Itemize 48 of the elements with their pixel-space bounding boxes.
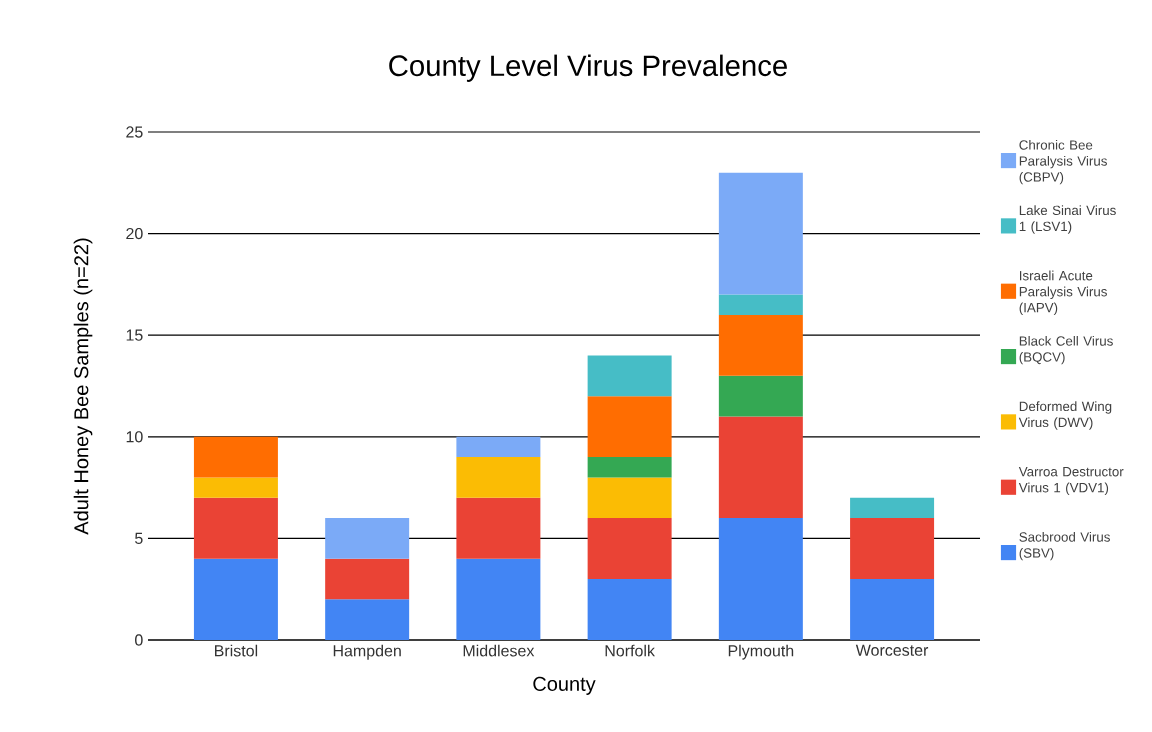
bar (850, 579, 935, 640)
bar (850, 497, 935, 519)
x-tick-label: Bristol (215, 644, 258, 657)
bar (718, 518, 803, 640)
y-tick-label: 5 (135, 532, 143, 544)
x-tick-label: Hampden (333, 644, 401, 660)
bar (587, 477, 672, 519)
bar (325, 518, 410, 559)
bar (587, 355, 672, 397)
legend-label: Sacbrood Virus (SBV) (1019, 531, 1110, 561)
bar (456, 436, 541, 458)
bar (718, 416, 803, 519)
bar (850, 518, 935, 580)
bar (456, 457, 541, 498)
legend-label: Deformed Wing Virus (DWV) (1018, 401, 1112, 430)
bar (718, 172, 803, 295)
x-tick-label: Worcester (855, 644, 929, 656)
y-tick-label: 25 (126, 126, 143, 138)
y-tick-label: 10 (126, 431, 143, 443)
bar (587, 457, 672, 478)
bar (193, 558, 278, 640)
y-tick-label: 0 (135, 634, 143, 646)
x-tick-label: Norfolk (605, 644, 655, 657)
bar (587, 518, 672, 580)
y-tick-label: 20 (126, 227, 143, 240)
bar (718, 294, 803, 315)
x-tick-label: Middlesex (463, 644, 535, 657)
bar (587, 579, 672, 640)
bar (718, 375, 803, 417)
x-axis-title: County (533, 676, 596, 695)
legend-label: Israeli Acute Paralysis Virus (IAPV) (1019, 270, 1107, 316)
bar (325, 599, 410, 640)
legend-label: Lake Sinai Virus 1 (LSV1) (1019, 205, 1116, 234)
legend-label: Black Cell Virus (BQCV) (1019, 335, 1113, 365)
bar (193, 497, 278, 559)
bar (456, 558, 541, 640)
bar (193, 477, 278, 498)
bar (193, 436, 278, 478)
chart-title: County Level Virus Prevalence (389, 54, 787, 82)
bar (718, 314, 803, 376)
bar (587, 396, 672, 458)
y-axis-title: Adult Honey Bee Samples (n=22) (73, 238, 93, 535)
legend-label: Chronic Bee Paralysis Virus (CBPV) (1019, 139, 1107, 185)
bar (325, 558, 410, 600)
y-tick-label: 15 (126, 329, 143, 341)
bar (456, 497, 541, 559)
x-tick-label: Plymouth (728, 644, 794, 660)
legend-label: Varroa Destructor Virus 1 (VDV1) (1018, 467, 1124, 496)
